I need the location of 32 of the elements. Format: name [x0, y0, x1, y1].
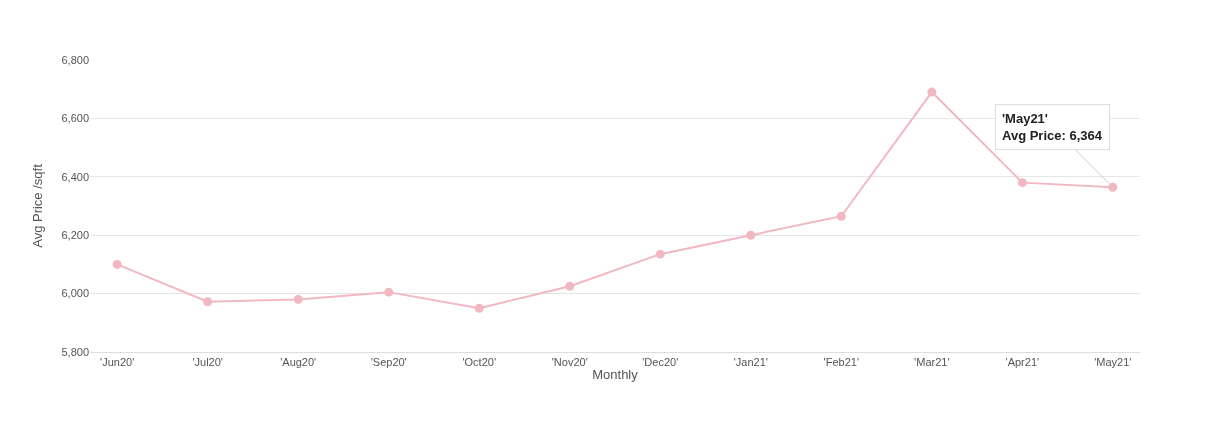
x-tick-label: 'Jul20' [192, 356, 223, 369]
point [565, 281, 575, 291]
x-tick-label: 'Jun20' [100, 356, 135, 369]
x-tick-label: 'Oct20' [462, 356, 496, 369]
x-tick-label: 'Jan21' [733, 356, 768, 369]
point [836, 211, 846, 221]
y-tick-label: 6,800 [61, 53, 89, 66]
point [293, 294, 303, 304]
point [474, 303, 484, 313]
annotation: 'May21' Avg Price: 6,364 [1002, 111, 1103, 143]
x-tick-label: 'Mar21' [914, 356, 950, 369]
point [203, 297, 213, 307]
y-tick-label: 6,400 [61, 170, 89, 183]
y-tick-label: 6,600 [61, 112, 89, 125]
point [927, 87, 937, 97]
y-tick-label: 6,000 [61, 287, 89, 300]
x-tick-label: 'Sep20' [370, 356, 407, 369]
x-axis-title: Monthly [592, 366, 639, 382]
x-tick-label: 'Apr21' [1005, 356, 1040, 369]
y-axis-title: Avg Price /sqft [30, 163, 46, 248]
y-tick-label: 6,200 [61, 229, 89, 242]
point [384, 287, 394, 297]
x-tick-label: 'Feb21' [823, 356, 859, 369]
point [1017, 178, 1027, 188]
point [655, 249, 665, 259]
x-tick-label: 'May21' [1094, 356, 1132, 369]
x-tick-label: 'Dec20' [642, 356, 679, 369]
point [746, 230, 756, 240]
x-tick-label: 'Aug20' [280, 356, 317, 369]
x-tick-label: 'Nov20' [551, 356, 588, 369]
point [112, 259, 122, 269]
y-tick-label: 5,800 [61, 345, 89, 358]
